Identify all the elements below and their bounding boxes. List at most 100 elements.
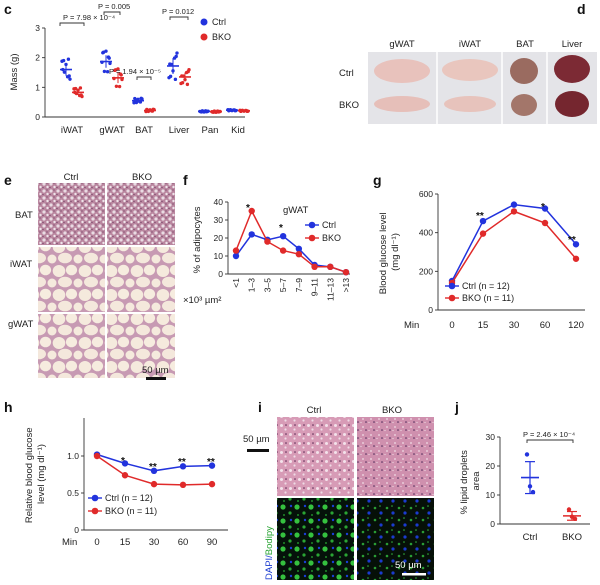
- j-ytick-label: 30: [486, 432, 496, 442]
- f-xtick-label: 5–7: [278, 278, 288, 292]
- e-img-gwat-ctrl: [38, 314, 105, 378]
- e-img-iwat-ctrl: [38, 247, 105, 312]
- g-y-label: Blood glucose level (mg dl⁻¹): [378, 210, 401, 295]
- c-legend-bko: BKO: [212, 32, 231, 42]
- g-sig-15: **: [476, 211, 484, 222]
- e-row-iwat: iWAT: [10, 259, 32, 270]
- e-col-ctrl: Ctrl: [64, 172, 79, 183]
- g-ctrl-point: [479, 217, 487, 225]
- c-pval-liver: P = 0.012: [162, 7, 194, 16]
- g-bko-point: [479, 230, 487, 237]
- d-organ-liver-ctrl: [554, 55, 590, 83]
- j-dot-ctrl: [530, 489, 536, 495]
- f-bko-point: [311, 263, 318, 270]
- f-bko-point: [248, 207, 255, 215]
- f-legend-bko: BKO: [322, 233, 341, 243]
- i-img-fluo-bko: [357, 498, 434, 580]
- f-x-unit-label: ×10³ µm²: [183, 295, 221, 306]
- panel-g-chart: 0 200 400 600 0 15 30 60 120 Blood glucose leve…: [378, 189, 585, 331]
- c-dot-ctrl: [61, 58, 66, 63]
- c-y-label: Mass (g): [9, 54, 20, 91]
- c-dot-ctrl: [173, 77, 178, 82]
- g-x-ticks: 0 15 30 60 120: [449, 320, 584, 331]
- f-ctrl-point: [232, 252, 240, 260]
- g-sig-120: **: [568, 235, 576, 246]
- c-dot-ctrl: [66, 57, 71, 61]
- j-pval: P = 2.46 × 10⁻⁴: [523, 430, 575, 439]
- f-bko-point: [279, 247, 287, 254]
- c-dot-ctrl: [168, 74, 173, 79]
- c-dot-ctrl: [62, 70, 67, 74]
- f-xtick-label: <1: [231, 278, 241, 288]
- h-bko-point: [121, 472, 129, 479]
- j-dot-bko: [566, 507, 572, 512]
- g-xtick-label: 15: [478, 320, 489, 331]
- c-dot-bko: [180, 81, 185, 85]
- f-y-label: % of adipocytes: [192, 206, 203, 273]
- d-col-gwat: gWAT: [389, 39, 415, 50]
- i-stain-label: DAPI/Bodipy: [264, 526, 275, 580]
- f-ytick-label: 40: [214, 197, 224, 207]
- c-dot-bko: [113, 68, 118, 72]
- h-ctrl-point: [150, 467, 158, 474]
- j-ytick-label: 0: [490, 519, 495, 529]
- h-sig-30: **: [149, 462, 157, 473]
- e-img-bat-ctrl: [38, 183, 105, 245]
- c-legend-bko-marker: [200, 33, 208, 41]
- e-img-bat-bko: [107, 183, 175, 245]
- j-dot-ctrl: [524, 452, 530, 457]
- h-y-label-line2: level (mg dl⁻¹): [36, 444, 47, 504]
- h-legend-ctrl-marker: [91, 494, 99, 502]
- j-xtick-label: BKO: [562, 532, 582, 543]
- f-xtick-label: 3–5: [262, 278, 272, 292]
- g-xtick-label: 60: [540, 320, 551, 331]
- j-ytick-label: 10: [486, 490, 496, 500]
- panel-letter-j: j: [454, 399, 459, 415]
- f-ytick-label: 20: [214, 233, 224, 243]
- j-xtick-label: Ctrl: [523, 532, 538, 543]
- f-ctrl-point: [295, 245, 303, 252]
- c-legend-ctrl: Ctrl: [212, 17, 226, 27]
- j-x-ticks: Ctrl BKO: [523, 532, 582, 543]
- f-bko-point: [327, 263, 334, 270]
- f-bko-point: [342, 269, 350, 276]
- panel-d-photo: gWAT iWAT BAT Liver Ctrl BKO: [339, 39, 597, 124]
- e-row-gwat: gWAT: [8, 319, 34, 330]
- h-x-ticks: 0 15 30 60 90: [94, 537, 217, 548]
- h-ytick-label: 0.5: [67, 488, 79, 498]
- c-dot-ctrl: [67, 74, 71, 78]
- h-xtick-label: 90: [207, 537, 218, 548]
- panel-f-chart: 0 10 20 30 40 <1 1–3 3–5 5–7 7–9 9–11 11–13 >13 % o…: [183, 197, 351, 306]
- c-ytick-label: 1: [35, 82, 40, 92]
- f-sig-2: *: [279, 223, 283, 234]
- i-stain-bodipy: Bodipy: [264, 526, 275, 555]
- c-bracket-bat: [136, 76, 152, 80]
- i-scale-bottom-bar: [402, 573, 426, 576]
- c-pval-gwat: P = 0.005: [98, 2, 130, 11]
- panel-letter-g: g: [373, 172, 382, 188]
- f-title: gWAT: [283, 205, 309, 216]
- g-bko-point: [541, 219, 549, 227]
- c-xtick-label: BAT: [135, 125, 153, 136]
- f-series: [232, 207, 350, 276]
- h-sig-60: **: [178, 457, 186, 468]
- panel-e-histology: Ctrl BKO BAT iWAT gWAT 50 µm: [8, 172, 175, 380]
- c-bracket-iwat: [59, 22, 85, 26]
- panel-i-histology: Ctrl BKO 50 µm 50 µm DAPI/Bodipy: [243, 405, 434, 580]
- c-xtick-label: Liver: [169, 125, 190, 136]
- c-xtick-label: Kid: [231, 125, 245, 136]
- j-bracket: [526, 439, 574, 443]
- panel-letter-f: f: [183, 172, 188, 188]
- h-ctrl-point: [121, 460, 129, 467]
- e-img-gwat-bko: [107, 314, 175, 378]
- panel-h-chart: 0 0.5 1.0 0 15 30 60 90 Relative blood glucose…: [24, 418, 228, 548]
- c-dot-bko: [79, 93, 83, 97]
- c-dot-ctrl: [175, 51, 179, 55]
- c-xtick-label: iWAT: [61, 125, 83, 136]
- c-dot-ctrl: [105, 69, 110, 74]
- c-bracket-gwat: [103, 11, 121, 15]
- g-x-label: Min: [404, 320, 419, 331]
- h-y-ticks: 0 0.5 1.0: [67, 451, 84, 535]
- c-dot-ctrl: [139, 96, 143, 101]
- e-row-bat: BAT: [15, 210, 33, 221]
